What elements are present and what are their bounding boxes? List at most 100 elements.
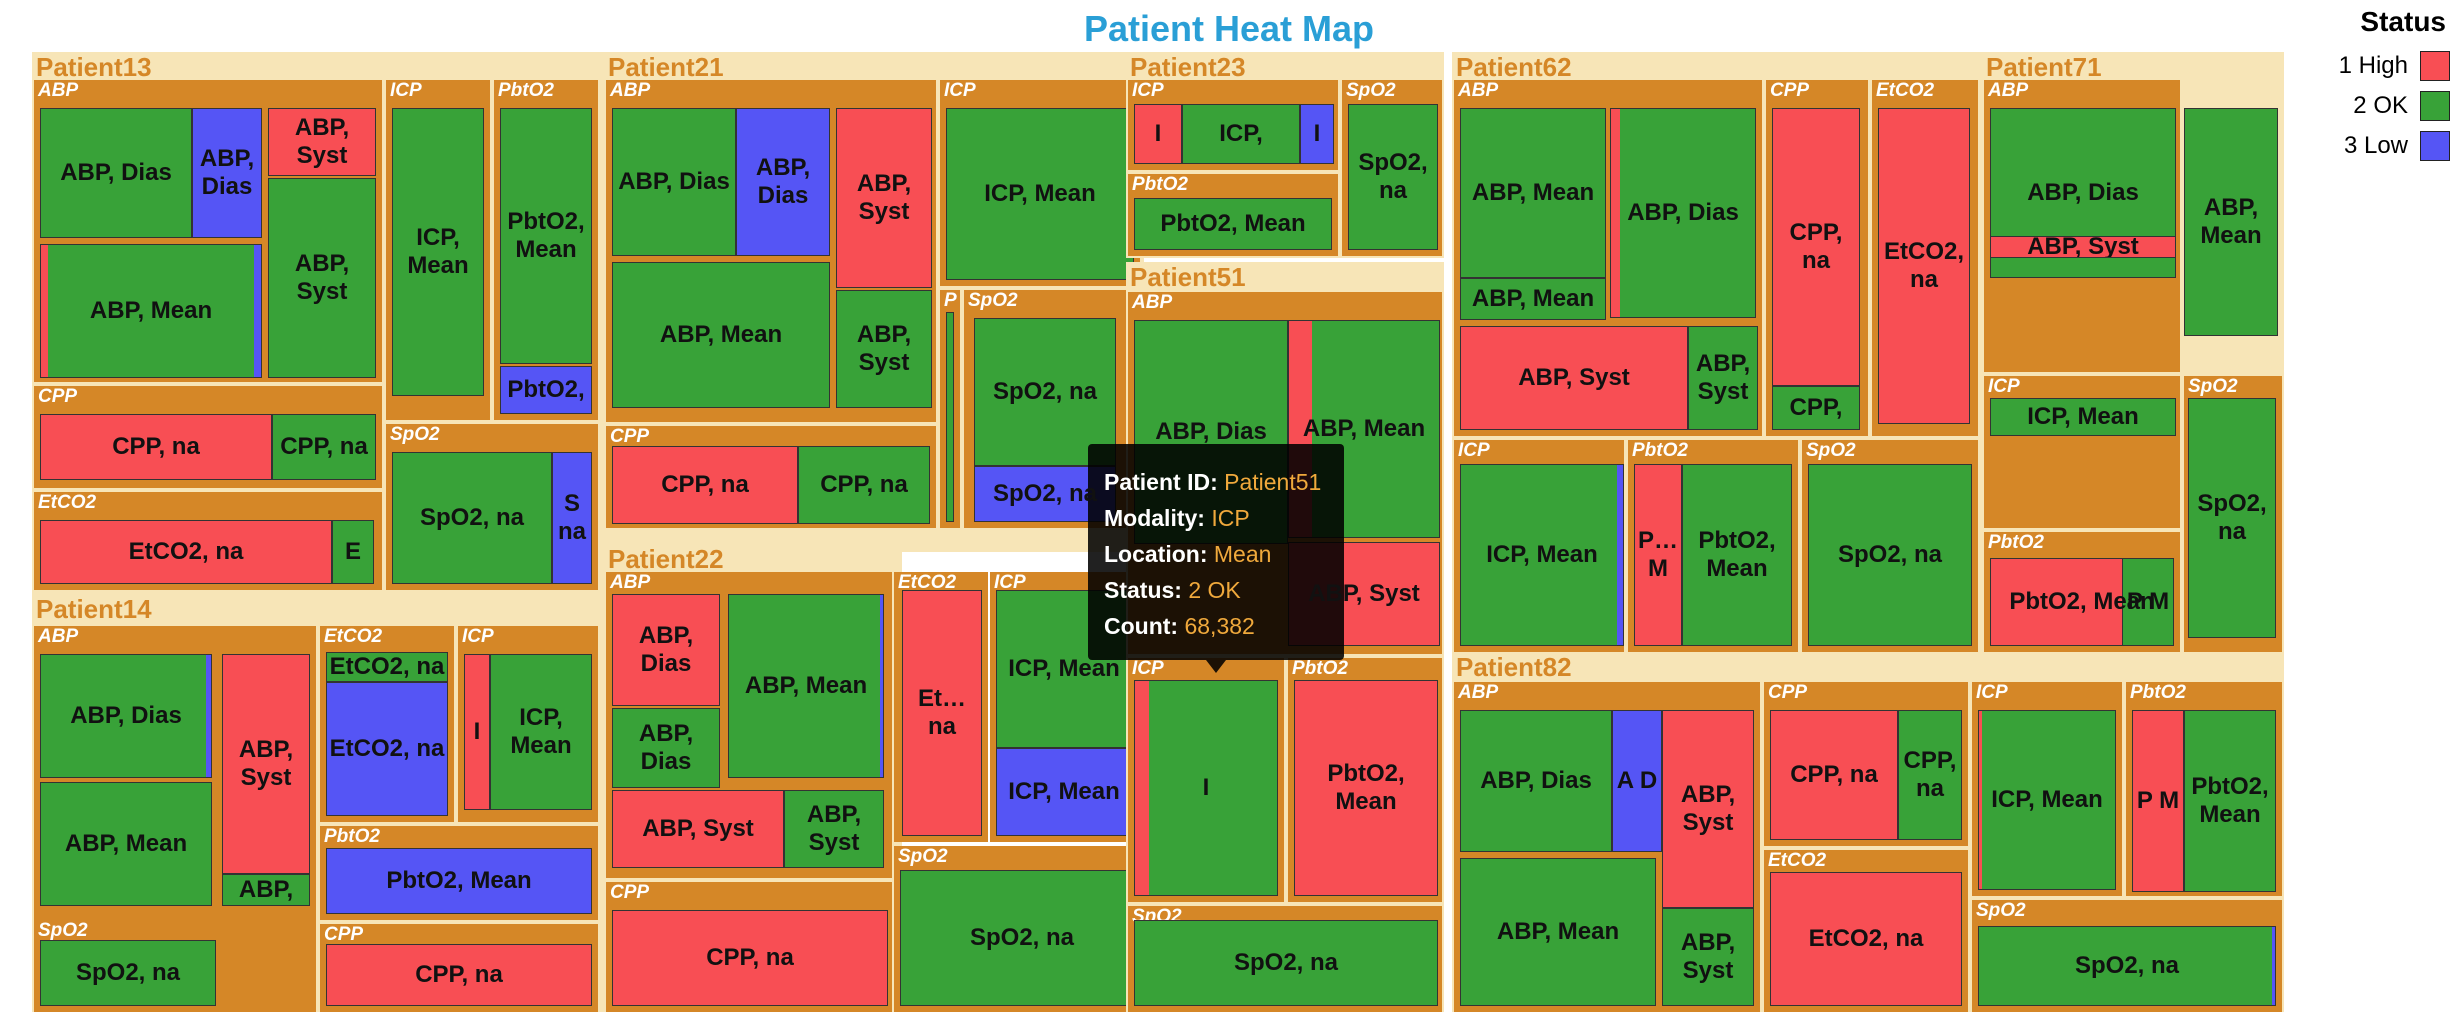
treemap-cell[interactable]: SpO2, na [2188,398,2276,638]
legend-item-low[interactable]: 3 Low [2300,126,2450,166]
modality-group: PbtO2 PbtO2, Mean [1128,174,1338,256]
treemap-cell[interactable]: ABP, Dias [612,708,720,788]
treemap-cell[interactable]: I [1134,104,1182,164]
treemap-cell[interactable]: ABP, Mean [40,244,262,378]
treemap-cell[interactable]: ABP, Mean [2184,108,2278,336]
treemap-cell[interactable]: E [332,520,374,584]
treemap-cell[interactable]: CPP, na [1898,710,1962,840]
cell-status-strip [1979,927,2273,1005]
treemap-cell[interactable]: CPP, na [798,446,930,524]
treemap-cell[interactable]: SpO2, na [974,318,1116,466]
treemap-cell[interactable]: PbtO2, Mean [1134,198,1332,250]
cell-label: ABP, Syst [294,114,350,169]
cell-label: CPP, na [706,944,794,972]
treemap-cell[interactable]: EtCO2, na [1878,108,1970,424]
cell-label: ABP, Syst [806,801,862,856]
treemap-cell[interactable]: PbtO2, Mean [2184,710,2276,892]
treemap-cell[interactable]: ABP, Syst [612,790,784,868]
treemap-cell[interactable]: ABP, Syst [836,290,932,408]
treemap-cell[interactable]: ICP, Mean [1460,464,1624,646]
treemap-cell[interactable]: ABP, Syst [1662,710,1754,908]
treemap-cell[interactable]: EtCO2, na [40,520,332,584]
treemap-cell[interactable]: SpO2, na [392,452,552,584]
modality-group: ABP ABP, Mean ABP, Dias ABP, Mean ABP, Syst A… [1454,80,1762,436]
treemap-cell[interactable]: ABP, [222,874,310,906]
treemap-cell[interactable]: ABP, Syst [1688,326,1758,430]
treemap-cell[interactable]: I [464,654,490,810]
treemap-cell[interactable]: ABP, Dias [612,108,736,256]
treemap-cell[interactable]: ABP, Syst [1662,908,1754,1006]
treemap-cell[interactable]: P… M [1634,464,1682,646]
treemap-cell[interactable]: PbtO2, Mean [1682,464,1792,646]
treemap-cell[interactable]: ABP, Mean [1460,858,1656,1006]
treemap-cell[interactable]: PbtO2, Mean [500,108,592,364]
treemap-cell[interactable]: ABP, Dias [612,594,720,706]
treemap-cell[interactable]: S na [552,452,592,584]
patient-label: Patient21 [608,52,724,82]
treemap-cell[interactable]: ICP, Mean [996,748,1132,836]
treemap-cell[interactable]: ABP, Mean [40,782,212,906]
treemap-cell[interactable]: ABP, Mean [1460,108,1606,278]
modality-label: ICP [462,626,494,647]
treemap-cell[interactable]: ABP, Mean [728,594,884,778]
treemap-cell[interactable] [946,312,954,522]
treemap-cell[interactable]: ABP, Dias [40,654,212,778]
treemap-cell[interactable]: PbtO2, [500,366,592,414]
treemap-cell[interactable]: CPP, na [612,910,888,1006]
treemap-cell[interactable]: EtCO2, na [1770,872,1962,1006]
treemap-cell[interactable]: CPP, na [1770,710,1898,840]
treemap-cell[interactable]: SpO2, na [900,870,1144,1006]
treemap-cell[interactable]: CPP, na [40,414,272,480]
treemap-cell[interactable]: CPP, na [272,414,376,480]
treemap-cell[interactable]: ICP, [1182,104,1300,164]
treemap-cell[interactable]: ICP, Mean [392,108,484,396]
treemap-cell[interactable]: ABP, Dias [736,108,830,256]
patient-label: Patient62 [1456,52,1572,82]
treemap-cell[interactable]: SpO2, na [1978,926,2276,1006]
treemap-cell[interactable]: CPP, [1772,386,1860,430]
treemap-cell[interactable]: P M [2132,710,2184,892]
treemap-cell[interactable]: SpO2, na [1134,920,1438,1006]
treemap-cell[interactable]: ABP, Dias [40,108,192,238]
treemap-cell[interactable]: CPP, na [326,944,592,1006]
legend-item-ok[interactable]: 2 OK [2300,86,2450,126]
modality-label: ABP [38,80,79,101]
treemap-cell[interactable]: ABP, Mean [612,262,830,408]
treemap-cell[interactable]: SpO2, na [1808,464,1972,646]
cell-label: ICP, Mean [1991,786,2103,814]
treemap-cell[interactable]: A D [1612,710,1662,852]
treemap-cell[interactable]: ICP, Mean [1978,710,2116,890]
treemap-cell[interactable]: I [1300,104,1334,164]
treemap-cell[interactable]: ABP, Dias [1610,108,1756,318]
treemap-cell[interactable]: Et… na [902,590,982,836]
treemap-cell[interactable]: ABP, Mean [1460,278,1606,320]
treemap-cell[interactable]: SpO2, na [40,940,216,1006]
treemap-cell[interactable]: PbtO2, Mean [326,848,592,914]
cell-label: E [344,538,361,566]
treemap-cell[interactable]: EtCO2, na [326,682,448,816]
treemap-cell[interactable]: ABP, Syst [222,654,310,874]
treemap-cell[interactable]: ABP, Dias [192,108,262,238]
treemap-cell[interactable]: CPP, na [1772,108,1860,386]
treemap-cell[interactable]: I [1134,680,1278,896]
cell-label: ABP, Mean [1471,179,1595,207]
treemap-cell[interactable]: ICP, Mean [1990,398,2176,436]
treemap-cell[interactable]: ICP, Mean [490,654,592,810]
treemap-cell[interactable]: PbtO2, Mean [1294,680,1438,896]
treemap-cell[interactable]: ABP, Syst [268,178,376,378]
modality-group: SpO2 SpO2, na [1802,440,1978,652]
modality-label: ICP [1458,440,1490,461]
treemap-cell[interactable]: P M [2122,558,2174,646]
treemap-cell[interactable]: ABP, Dias [1460,710,1612,852]
treemap-cell[interactable]: EtCO2, na [326,652,448,682]
treemap-cell[interactable]: ICP, Mean [946,108,1134,280]
treemap-cell[interactable]: ABP, Syst [836,108,932,288]
treemap-cell[interactable]: ABP, Syst [268,108,376,176]
treemap-cell[interactable]: ABP, Syst [1990,236,2176,258]
treemap-cell[interactable]: ABP, Syst [1460,326,1688,430]
modality-label: PbtO2 [1292,658,1348,679]
treemap-cell[interactable]: CPP, na [612,446,798,524]
treemap-cell[interactable]: ABP, Syst [784,790,884,868]
treemap-cell[interactable]: SpO2, na [1348,104,1438,250]
legend-item-high[interactable]: 1 High [2300,46,2450,86]
